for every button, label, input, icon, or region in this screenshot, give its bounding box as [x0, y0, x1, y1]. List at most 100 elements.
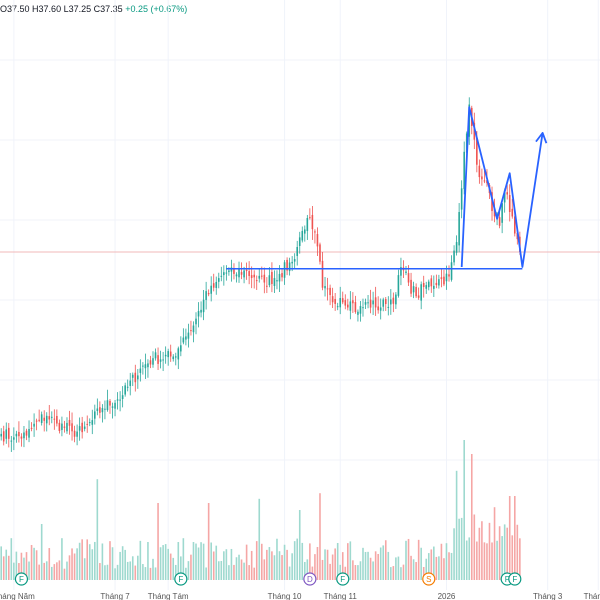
candle-30 [76, 424, 78, 446]
candle-120 [304, 225, 306, 242]
volume-bar-130 [329, 563, 331, 580]
volume-bar-91 [230, 548, 233, 580]
volume-bar-139 [352, 560, 354, 580]
candle-26 [66, 417, 68, 434]
candle-135 [341, 291, 344, 305]
candle-189 [478, 159, 481, 184]
volume-bar-156 [395, 557, 397, 580]
candle-body-112 [283, 262, 286, 278]
candle-body-32 [81, 422, 83, 433]
candle-body-169 [427, 281, 430, 288]
candle-body-56 [142, 365, 144, 367]
volume-bar-122 [309, 543, 311, 580]
event-marker-f-1[interactable]: F [174, 572, 188, 586]
volume-bar-152 [384, 540, 387, 580]
candle-body-3 [7, 427, 10, 439]
candle-92 [233, 263, 235, 280]
candle-25 [63, 420, 66, 433]
volume-bar-141 [357, 565, 359, 580]
candle-173 [438, 274, 440, 289]
volume-bar-83 [210, 542, 212, 580]
candle-body-58 [147, 363, 149, 368]
volume-bar-153 [387, 551, 390, 580]
volume-bar-170 [430, 549, 433, 580]
candle-body-60 [152, 358, 154, 365]
volume-bar-192 [486, 543, 488, 580]
event-marker-f-0[interactable]: F [14, 572, 29, 586]
volume-bar-1 [2, 556, 5, 580]
candle-105 [266, 277, 268, 294]
candle-body-80 [202, 299, 205, 313]
event-marker-f-3[interactable]: F [336, 572, 350, 586]
candle-body-111 [281, 273, 283, 278]
candle-36 [91, 409, 94, 435]
candle-body-105 [266, 285, 268, 287]
candle-body-170 [430, 278, 433, 287]
candle-28 [71, 412, 73, 441]
candle-146 [369, 289, 372, 314]
candle-body-83 [210, 285, 212, 294]
candle-47 [119, 391, 121, 412]
candle-body-70 [177, 348, 180, 360]
candle-62 [157, 347, 159, 371]
candle-body-23 [58, 422, 61, 431]
candle-body-141 [357, 311, 359, 315]
volume-bar-98 [248, 565, 250, 580]
event-marker-label: F [505, 575, 510, 584]
event-marker-d-2[interactable]: D [303, 572, 317, 586]
candle-144 [364, 298, 367, 310]
candle-128 [324, 277, 326, 297]
candle-body-183 [463, 151, 465, 190]
volume-bar-6 [15, 551, 18, 580]
volume-bar-176 [445, 543, 448, 580]
candle-body-203 [513, 216, 516, 234]
volume-bar-203 [513, 496, 516, 580]
candle-body-43 [109, 400, 111, 406]
candle-body-89 [225, 272, 228, 274]
candle-body-143 [362, 307, 364, 309]
candle-body-162 [410, 279, 412, 294]
volume-bar-29 [73, 553, 76, 580]
event-marker-s-4[interactable]: S [422, 572, 436, 586]
candle-body-17 [43, 417, 46, 421]
candle-body-128 [324, 286, 326, 289]
candle-102 [258, 268, 261, 283]
candle-body-135 [341, 298, 344, 303]
candle-body-134 [339, 298, 342, 308]
candle-139 [352, 292, 354, 313]
candle-123 [311, 205, 314, 240]
pattern-path[interactable] [460, 106, 544, 268]
volume-bar-87 [220, 560, 223, 580]
volume-bar-178 [450, 552, 453, 580]
candle-44 [111, 402, 114, 419]
candle-190 [481, 168, 483, 186]
candle-200 [506, 184, 508, 200]
volume-bar-64 [162, 545, 164, 580]
candle-162 [410, 272, 412, 297]
volume-bar-52 [131, 556, 134, 580]
volume-bar-196 [496, 540, 498, 580]
candle-body-140 [354, 302, 357, 313]
candle-38 [96, 398, 99, 416]
candle-145 [367, 294, 369, 309]
trend-drawings[interactable] [226, 106, 548, 270]
volume-bar-129 [326, 549, 329, 580]
volume-bar-18 [45, 561, 48, 580]
candle-16 [40, 411, 43, 426]
arrow-head[interactable] [535, 131, 548, 144]
volume-bar-42 [106, 564, 109, 580]
volume-bar-182 [460, 517, 463, 580]
ohlc-high: H37.60 [32, 4, 62, 14]
candle-body-103 [260, 275, 263, 277]
candle-body-117 [296, 246, 299, 256]
candle-177 [448, 265, 450, 282]
volume-bar-201 [508, 496, 511, 580]
candle-1 [2, 425, 5, 446]
candle-body-106 [268, 275, 271, 286]
candle-body-148 [374, 297, 377, 308]
candle-202 [511, 198, 514, 219]
volume-bar-120 [304, 561, 306, 580]
event-marker-f-6[interactable]: F [508, 572, 522, 586]
volume-bar-149 [377, 553, 379, 580]
